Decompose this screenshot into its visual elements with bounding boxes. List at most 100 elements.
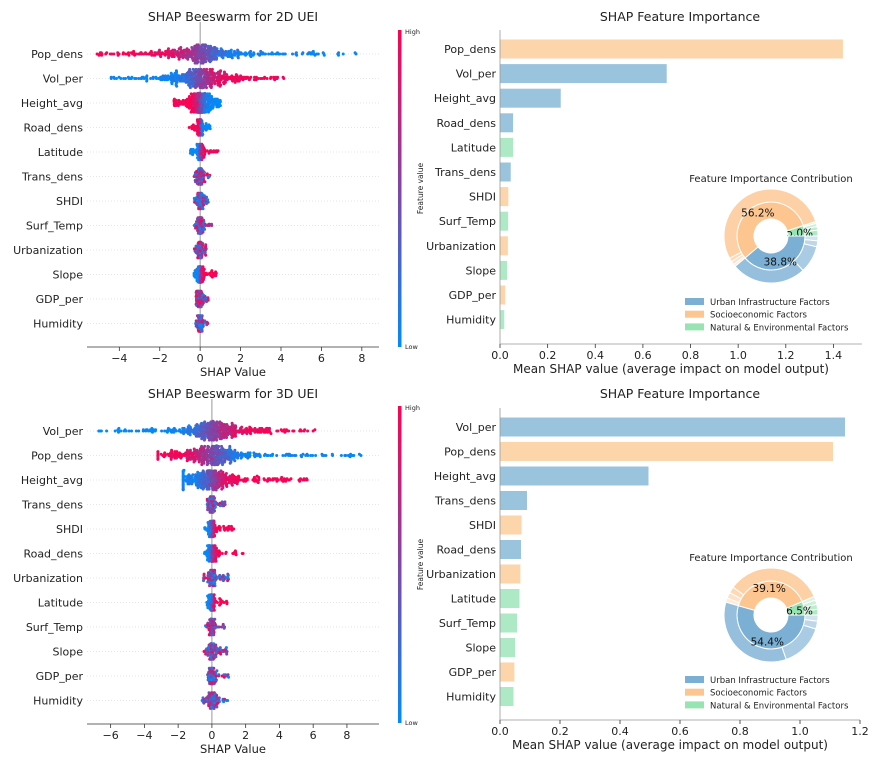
beeswarm-point xyxy=(194,82,198,86)
beeswarm-point xyxy=(255,452,258,456)
beeswarm-point xyxy=(166,426,170,430)
beeswarm-point xyxy=(169,71,173,75)
beeswarm-point xyxy=(236,56,240,60)
beeswarm-point xyxy=(203,319,207,323)
beeswarm-point xyxy=(181,55,185,59)
beeswarm-point xyxy=(214,75,218,79)
beeswarm-point xyxy=(211,449,215,453)
beeswarm-point xyxy=(133,53,137,57)
beeswarm-point xyxy=(201,431,205,435)
beeswarm-point xyxy=(298,479,302,483)
beeswarm-point xyxy=(116,51,120,55)
bar xyxy=(500,285,506,305)
beeswarm-point xyxy=(210,275,214,279)
beeswarm-point xyxy=(225,424,229,428)
beeswarm-point xyxy=(196,470,200,474)
beeswarm-point xyxy=(188,71,192,75)
beeswarm-point xyxy=(233,448,237,452)
beeswarm-point xyxy=(195,203,199,207)
beeswarm-point xyxy=(240,552,244,555)
beeswarm-point xyxy=(243,428,247,432)
beeswarm-point xyxy=(194,473,198,477)
beeswarm-point xyxy=(244,455,248,459)
beeswarm-point xyxy=(214,427,218,431)
beeswarm-point xyxy=(188,86,192,90)
beeswarm-point xyxy=(251,53,255,57)
beeswarm-point xyxy=(193,128,196,132)
beeswarm-point xyxy=(156,51,160,55)
beeswarm-point xyxy=(207,59,211,62)
beeswarm-point xyxy=(353,51,357,55)
beeswarm-point xyxy=(187,126,191,129)
beeswarm-point xyxy=(206,176,210,180)
beeswarm-point xyxy=(169,457,173,461)
beeswarm-point xyxy=(201,266,205,270)
beeswarm-point xyxy=(202,43,206,47)
beeswarm-point xyxy=(187,95,191,98)
beeswarm-point xyxy=(210,497,214,501)
beeswarm-point xyxy=(194,434,198,438)
beeswarm-point xyxy=(247,78,251,82)
beeswarm-point xyxy=(212,149,216,153)
beeswarm-point xyxy=(217,554,221,558)
beeswarm-point xyxy=(253,75,256,79)
beeswarm-point xyxy=(174,69,178,73)
beeswarm-point xyxy=(210,453,214,457)
beeswarm-point xyxy=(156,457,160,461)
feature-label: SHDI xyxy=(56,523,83,536)
beeswarm-point xyxy=(208,222,211,226)
beeswarm-point xyxy=(213,97,217,101)
beeswarm-point xyxy=(199,149,203,153)
beeswarm-point xyxy=(188,55,192,59)
beeswarm-point xyxy=(218,104,222,108)
beeswarm-point xyxy=(324,454,328,457)
beeswarm-point xyxy=(203,434,207,438)
feature-label: SHDI xyxy=(56,195,83,208)
beeswarm-point xyxy=(191,57,195,61)
category-label: Pop_dens xyxy=(444,43,496,56)
beeswarm-point xyxy=(225,73,229,77)
beeswarm-point xyxy=(201,222,205,226)
beeswarm-point xyxy=(252,78,256,82)
beeswarm-point xyxy=(281,454,285,457)
beeswarm-point xyxy=(156,77,160,80)
beeswarm-point xyxy=(208,580,212,584)
beeswarm-point xyxy=(202,579,205,583)
beeswarm-point xyxy=(203,180,207,184)
beeswarm-point xyxy=(282,477,286,481)
beeswarm-point xyxy=(205,82,209,86)
beeswarm-point xyxy=(172,426,176,430)
feature-label: GDP_per xyxy=(36,293,84,306)
x-tick-label: 0.2 xyxy=(539,349,557,362)
beeswarm-point xyxy=(208,583,212,587)
beeswarm-point xyxy=(330,452,334,456)
beeswarm-point xyxy=(222,436,226,439)
beeswarm-point xyxy=(144,428,148,432)
beeswarm-point xyxy=(247,428,251,432)
feature-label: Vol_per xyxy=(43,73,84,86)
beeswarm-point xyxy=(214,274,218,278)
beeswarm-point xyxy=(214,599,218,603)
beeswarm-point xyxy=(275,477,279,481)
beeswarm-point xyxy=(349,452,353,456)
beeswarm-point xyxy=(259,430,263,434)
beeswarm-point xyxy=(181,98,185,102)
beeswarm-point xyxy=(191,473,195,477)
feature-label: Slope xyxy=(52,269,83,282)
beeswarm-point xyxy=(218,573,222,577)
beeswarm-point xyxy=(249,432,253,436)
beeswarm-point xyxy=(234,424,237,428)
beeswarm-point xyxy=(215,444,219,448)
feature-label: Surf_Temp xyxy=(26,621,83,634)
beeswarm-point xyxy=(200,225,204,229)
x-tick-label: 1.4 xyxy=(825,349,843,362)
beeswarm-point xyxy=(182,452,186,456)
beeswarm-point xyxy=(105,51,109,55)
beeswarm-point xyxy=(215,422,219,426)
beeswarm-point xyxy=(225,599,228,603)
beeswarm-point xyxy=(198,221,202,225)
category-label: Vol_per xyxy=(456,68,497,81)
beeswarm-point xyxy=(163,429,167,433)
beeswarm-point xyxy=(253,430,257,434)
beeswarm-point xyxy=(198,230,202,234)
